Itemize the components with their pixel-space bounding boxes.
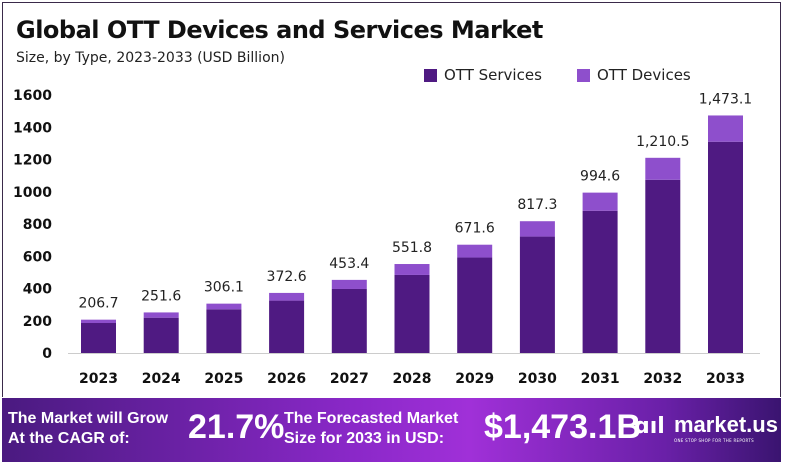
x-tick-label: 2031 [581, 371, 620, 387]
chart-subtitle: Size, by Type, 2023-2033 (USD Billion) [16, 50, 285, 66]
y-tick-label: 1600 [13, 88, 52, 104]
bar-chart: 0 200 400 600 800 1000 1200 1400 1600 206.7 2023 25… [13, 88, 760, 387]
y-tick-label: 600 [23, 249, 52, 265]
legend-label: OTT Services [444, 66, 542, 84]
bar-ott-devices [331, 279, 367, 289]
bar-ott-devices [457, 244, 493, 258]
data-label: 817.3 [517, 197, 557, 213]
bar-ott-services [519, 236, 555, 353]
data-label: 206.7 [78, 296, 118, 312]
y-tick-label: 0 [42, 346, 52, 362]
brand-name: market.us [674, 412, 778, 437]
forecast-label-2: Size for 2033 in USD: [284, 430, 445, 447]
x-tick-label: 2026 [267, 371, 306, 387]
y-tick-label: 1400 [13, 120, 52, 136]
x-tick-label: 2025 [204, 371, 243, 387]
bar-ott-services [269, 300, 305, 353]
data-label: 1,473.1 [699, 91, 752, 107]
bar-ott-services [708, 141, 743, 353]
forecast-label-1: The Forecasted Market [284, 410, 459, 427]
y-tick-label: 1000 [13, 185, 52, 201]
y-tick-label: 200 [23, 314, 52, 330]
data-label: 306.1 [204, 280, 244, 296]
cagr-value: 21.7% [188, 408, 285, 446]
bar-ott-services [331, 288, 367, 353]
x-tick-label: 2027 [330, 371, 369, 387]
data-label: 1,210.5 [636, 134, 689, 150]
chart-title: Global OTT Devices and Services Market [16, 16, 543, 44]
chart-frame [2, 2, 781, 397]
bar-ott-services [645, 179, 681, 353]
y-tick-label: 400 [23, 282, 52, 298]
bar-ott-devices [582, 192, 618, 211]
legend-item-services: OTT Services [424, 66, 542, 84]
bar-ott-services [394, 274, 430, 353]
bar-ott-devices [519, 221, 555, 237]
brand-logo-icon: ɑıl [634, 414, 665, 439]
x-tick-label: 2030 [518, 371, 557, 387]
y-tick-label: 1200 [13, 153, 52, 169]
x-tick-label: 2023 [79, 371, 118, 387]
bar-ott-devices [708, 115, 743, 142]
data-label: 251.6 [141, 288, 181, 304]
x-tick-label: 2032 [643, 371, 682, 387]
bar-ott-services [206, 309, 242, 353]
data-label: 372.6 [267, 269, 307, 285]
data-label: 453.4 [329, 256, 369, 272]
data-label: 994.6 [580, 169, 620, 185]
legend-label: OTT Devices [597, 66, 691, 84]
x-tick-label: 2033 [706, 371, 745, 387]
data-label: 671.6 [455, 221, 495, 237]
bar-ott-services [143, 317, 179, 353]
data-label: 551.8 [392, 240, 432, 256]
bar-ott-devices [143, 312, 179, 318]
x-tick-label: 2024 [142, 371, 181, 387]
x-tick-label: 2028 [393, 371, 432, 387]
bar-ott-services [457, 257, 493, 353]
bar-ott-devices [394, 264, 430, 275]
forecast-value: $1,473.1B [484, 408, 641, 446]
y-tick-label: 800 [23, 217, 52, 233]
bar-ott-services [582, 210, 618, 353]
bar-ott-devices [206, 303, 242, 310]
legend-swatch-devices [577, 68, 590, 82]
legend-swatch-services [424, 68, 437, 82]
brand-tagline: ONE STOP SHOP FOR THE REPORTS [674, 438, 754, 443]
x-tick-label: 2029 [455, 371, 494, 387]
cagr-label-1: The Market will Grow [8, 410, 169, 427]
cagr-label-2: At the CAGR of: [8, 430, 130, 447]
bar-ott-devices [269, 292, 305, 301]
footer-banner: The Market will Grow At the CAGR of: 21.… [2, 398, 781, 462]
bar-ott-devices [645, 157, 681, 180]
legend-item-devices: OTT Devices [577, 66, 691, 84]
bar-ott-services [81, 323, 116, 353]
bar-ott-devices [81, 319, 116, 324]
